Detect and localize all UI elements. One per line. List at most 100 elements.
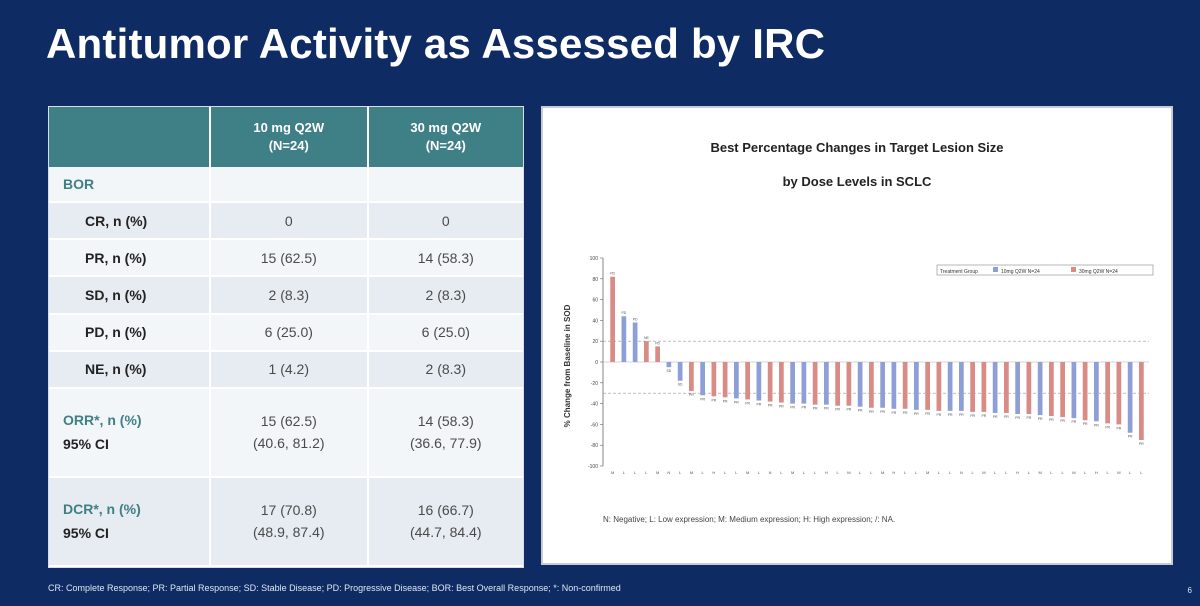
waterfall-bar bbox=[925, 362, 930, 410]
bar-response-label: PR bbox=[745, 401, 750, 405]
waterfall-bar bbox=[902, 362, 908, 409]
expression-label: L bbox=[1129, 470, 1132, 475]
expression-label: M bbox=[847, 470, 850, 475]
bar-response-label: PR bbox=[1083, 422, 1088, 426]
bar-response-label: PR bbox=[1004, 415, 1009, 419]
dcr-label-cell: DCR*, n (%) 95% CI bbox=[49, 476, 211, 568]
waterfall-bar bbox=[880, 362, 885, 408]
waterfall-bar bbox=[959, 362, 964, 411]
orr-30mg-ci: (36.6, 77.9) bbox=[409, 435, 482, 452]
bor-empty-a bbox=[210, 167, 369, 204]
expression-label: L bbox=[949, 470, 952, 475]
y-tick-label: -80 bbox=[591, 443, 598, 449]
bar-response-label: PR bbox=[768, 404, 773, 408]
y-tick-label: -20 bbox=[591, 381, 598, 387]
cell-pr-30mg: 14 (58.3) bbox=[367, 239, 523, 278]
bar-response-label: PR bbox=[1060, 419, 1065, 423]
expression-label: H bbox=[1016, 470, 1019, 475]
bar-response-label: PR bbox=[1128, 435, 1133, 439]
bar-response-label: PR bbox=[1139, 442, 1144, 446]
expression-label: M bbox=[1117, 470, 1120, 475]
bar-response-label: PR bbox=[914, 412, 919, 416]
bar-response-label: PR bbox=[1026, 416, 1031, 420]
expression-label: L bbox=[623, 470, 626, 475]
waterfall-bar bbox=[1071, 362, 1077, 419]
bar-response-label: PR bbox=[813, 407, 818, 411]
row-label-pd: PD, n (%) bbox=[49, 313, 211, 352]
expression-label: M bbox=[611, 470, 614, 475]
expression-label: L bbox=[645, 470, 648, 475]
header-10mg-n: (N=24) bbox=[268, 138, 309, 153]
bor-table: 10 mg Q2W (N=24) 30 mg Q2W (N=24) BOR CR… bbox=[49, 107, 523, 568]
waterfall-bar bbox=[1082, 362, 1088, 421]
chart-y-axis-label: % Change from Baseline in SOD bbox=[563, 304, 572, 427]
bar-response-label: PR bbox=[756, 402, 761, 406]
header-10mg: 10 mg Q2W (N=24) bbox=[210, 107, 369, 167]
bar-response-label: PR bbox=[723, 399, 728, 403]
dcr-ci-label: 95% CI bbox=[63, 525, 109, 542]
expression-label: L bbox=[735, 470, 738, 475]
expression-label: L bbox=[679, 470, 682, 475]
chart-plot-area: 100 80 60 40 20 0 -20 -40 -60 -80 -100 PD M PD L PD L NE L… bbox=[588, 256, 1149, 475]
cell-orr-30mg: 14 (58.3) (36.6, 77.9) bbox=[367, 387, 523, 478]
waterfall-bar bbox=[891, 362, 897, 409]
expression-label: L bbox=[1028, 470, 1031, 475]
bar-response-label: PR bbox=[891, 411, 896, 415]
y-tick-label: 0 bbox=[595, 360, 598, 366]
dcr-10mg-value: 17 (70.8) bbox=[260, 502, 317, 519]
expression-label: M bbox=[926, 470, 929, 475]
bar-response-label: PR bbox=[689, 393, 694, 397]
bar-response-label: PR bbox=[835, 408, 840, 412]
cell-sd-10mg: 2 (8.3) bbox=[210, 276, 369, 315]
waterfall-bar bbox=[824, 362, 829, 405]
waterfall-bar bbox=[666, 362, 672, 368]
expression-label: M bbox=[656, 470, 659, 475]
y-tick-label: 80 bbox=[592, 277, 598, 283]
bar-response-label: PR bbox=[779, 405, 784, 409]
y-tick-label: -40 bbox=[591, 402, 598, 408]
bar-response-label: SD bbox=[666, 369, 671, 373]
dcr-30mg-value: 16 (66.7) bbox=[417, 502, 474, 519]
waterfall-bar bbox=[779, 362, 784, 403]
row-label-cr: CR, n (%) bbox=[49, 202, 211, 241]
waterfall-bar bbox=[1116, 362, 1122, 425]
expression-label: L bbox=[780, 470, 783, 475]
bar-response-label: PD bbox=[621, 311, 626, 315]
expression-label: L bbox=[1140, 470, 1143, 475]
waterfall-bar bbox=[621, 316, 627, 362]
waterfall-bar bbox=[790, 362, 795, 404]
header-30mg-dose: 30 mg Q2W bbox=[410, 120, 482, 135]
waterfall-chart: Best Percentage Changes in Target Lesion… bbox=[563, 140, 1154, 524]
row-label-sd: SD, n (%) bbox=[49, 276, 211, 315]
dcr-10mg-ci: (48.9, 87.4) bbox=[252, 524, 325, 541]
cell-dcr-10mg: 17 (70.8) (48.9, 87.4) bbox=[210, 476, 369, 568]
waterfall-bar bbox=[970, 362, 975, 412]
expression-label: M bbox=[1038, 470, 1041, 475]
table-row-orr: ORR*, n (%) 95% CI 15 (62.5) (40.6, 81.2… bbox=[49, 387, 523, 478]
chart-title-line1: Best Percentage Changes in Target Lesion… bbox=[710, 140, 1003, 155]
expression-label: L bbox=[758, 470, 761, 475]
cell-pr-10mg: 15 (62.5) bbox=[210, 239, 369, 278]
expression-label: H bbox=[712, 470, 715, 475]
slide-title: Antitumor Activity as Assessed by IRC bbox=[46, 20, 826, 67]
bar-response-label: NE bbox=[644, 336, 650, 340]
cell-pd-10mg: 6 (25.0) bbox=[210, 313, 369, 352]
expression-label: M bbox=[791, 470, 794, 475]
cell-ne-10mg: 1 (4.2) bbox=[210, 350, 369, 389]
waterfall-bar bbox=[767, 362, 773, 402]
bar-response-label: PR bbox=[1116, 426, 1121, 430]
waterfall-bar bbox=[835, 362, 840, 406]
waterfall-bar bbox=[1094, 362, 1099, 422]
expression-label: N bbox=[960, 470, 963, 475]
table-row: NE, n (%) 1 (4.2) 2 (8.3) bbox=[49, 350, 523, 389]
waterfall-bar bbox=[722, 362, 728, 398]
table-row: PR, n (%) 15 (62.5) 14 (58.3) bbox=[49, 239, 523, 278]
waterfall-bar bbox=[914, 362, 919, 410]
waterfall-bar bbox=[700, 362, 705, 396]
waterfall-bar bbox=[981, 362, 987, 412]
row-label-pr: PR, n (%) bbox=[49, 239, 211, 278]
bar-response-label: PR bbox=[1049, 418, 1054, 422]
waterfall-bar bbox=[644, 341, 649, 362]
waterfall-bar bbox=[1015, 362, 1020, 414]
bar-response-label: PR bbox=[959, 413, 964, 417]
